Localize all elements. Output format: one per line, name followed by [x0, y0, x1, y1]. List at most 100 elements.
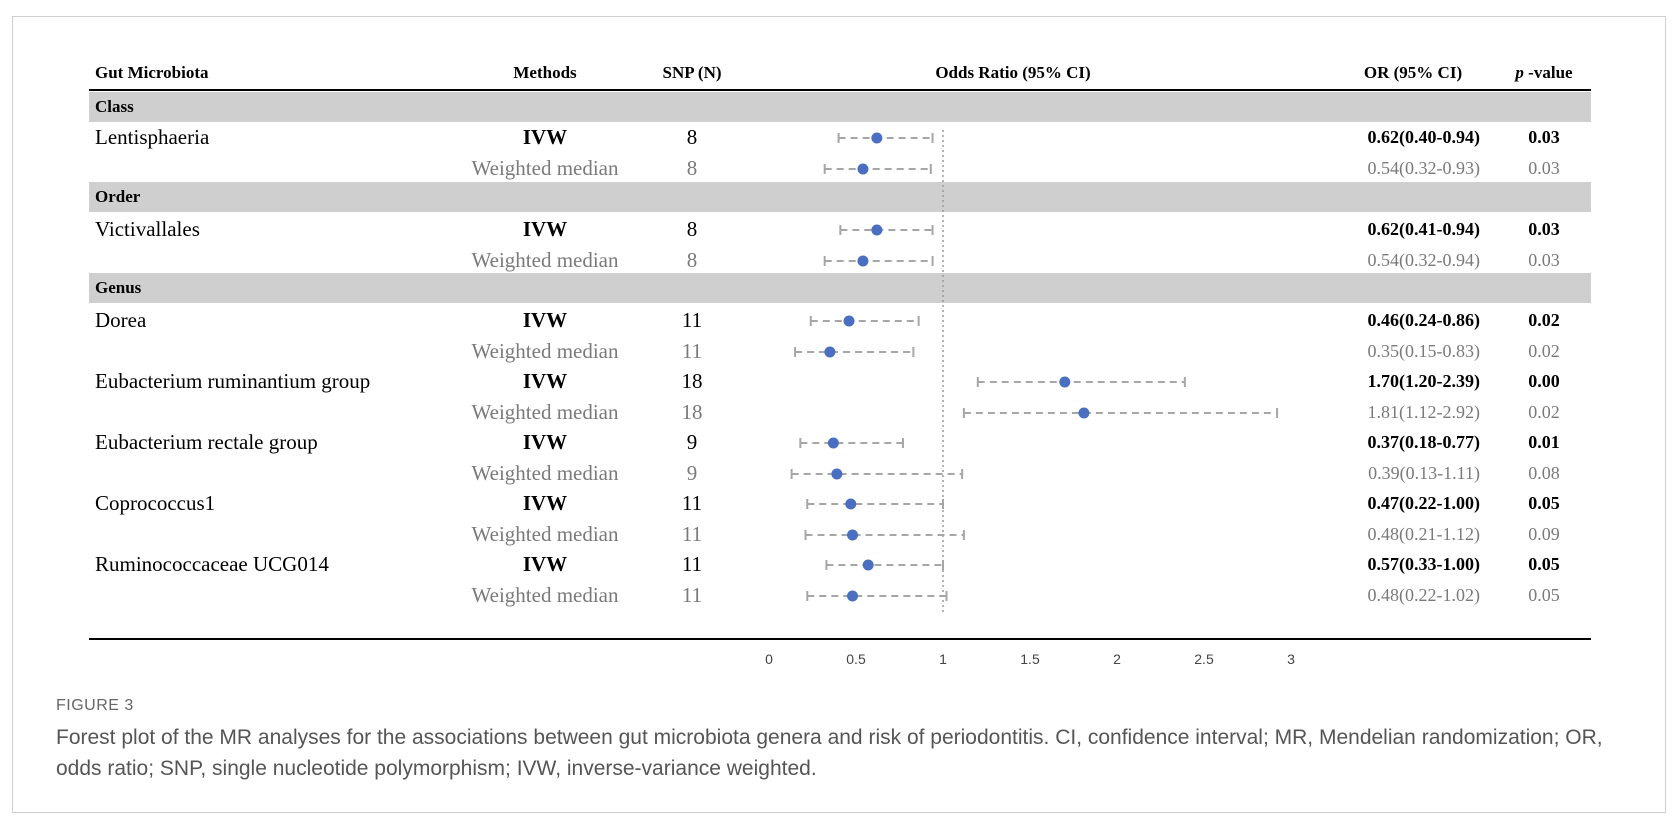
- band-genus: Genus: [89, 273, 1591, 303]
- or-point: [857, 255, 869, 267]
- method-label: Weighted median: [471, 248, 619, 272]
- header-rule: [89, 89, 1591, 91]
- method-label: IVW: [522, 217, 568, 241]
- p-value: 0.03: [1528, 219, 1560, 239]
- band-class: Class: [89, 92, 1591, 122]
- header-gut-microbiota: Gut Microbiota: [95, 63, 209, 82]
- p-value: 0.02: [1528, 341, 1560, 361]
- taxon-label: Ruminococcaceae UCG014: [95, 552, 329, 576]
- x-tick-label: 0.5: [846, 651, 866, 667]
- method-label: IVW: [522, 369, 568, 393]
- or-point: [847, 529, 859, 541]
- snp-count: 11: [681, 339, 703, 363]
- method-label: IVW: [522, 491, 568, 515]
- method-label: Weighted median: [471, 461, 619, 485]
- p-value: 0.00: [1528, 371, 1560, 391]
- taxon-label: Victivallales: [95, 217, 200, 241]
- header-methods: Methods: [513, 63, 577, 82]
- taxon-label: Eubacterium ruminantium group: [95, 369, 371, 393]
- band-label-class: Class: [95, 97, 134, 116]
- or-ci-text: 0.35(0.15-0.83): [1367, 341, 1480, 361]
- taxon-label: Coprococcus1: [95, 491, 216, 515]
- bottom-rule: [89, 638, 1591, 640]
- method-label: IVW: [522, 308, 568, 332]
- snp-count: 11: [681, 308, 703, 332]
- snp-count: 8: [686, 248, 698, 272]
- or-ci-text: 0.48(0.21-1.12): [1367, 524, 1480, 544]
- x-tick-label: 1.5: [1020, 651, 1040, 667]
- method-label: IVW: [522, 125, 568, 149]
- or-ci-text: 1.81(1.12-2.92): [1367, 402, 1480, 422]
- or-ci-text: 0.62(0.41-0.94): [1367, 219, 1480, 239]
- method-label: Weighted median: [471, 583, 619, 607]
- x-tick-label: 1: [939, 651, 947, 667]
- or-point: [843, 315, 855, 327]
- or-point: [1059, 376, 1071, 388]
- p-value: 0.01: [1528, 432, 1560, 452]
- method-label: Weighted median: [471, 522, 619, 546]
- snp-count: 9: [686, 461, 698, 485]
- taxon-label: Dorea: [95, 308, 147, 332]
- or-point: [1078, 407, 1090, 419]
- figure-caption: Forest plot of the MR analyses for the a…: [56, 726, 1603, 780]
- band-label-genus: Genus: [95, 278, 142, 297]
- p-value: 0.02: [1528, 310, 1560, 330]
- snp-count: 8: [686, 125, 698, 149]
- p-value: 0.09: [1528, 524, 1560, 544]
- header-p-value: p -value: [1515, 63, 1572, 83]
- band-order: Order: [89, 182, 1591, 212]
- or-point: [871, 224, 883, 236]
- method-label: Weighted median: [471, 400, 619, 424]
- p-value: 0.08: [1528, 463, 1560, 483]
- p-value: 0.03: [1528, 158, 1560, 178]
- or-ci-text: 0.48(0.22-1.02): [1367, 585, 1480, 605]
- or-ci-text: 0.57(0.33-1.00): [1367, 554, 1480, 574]
- or-ci-text: 1.70(1.20-2.39): [1367, 371, 1480, 391]
- header-odds-ratio: Odds Ratio (95% CI): [935, 63, 1091, 82]
- or-point: [827, 437, 839, 449]
- or-point: [845, 498, 857, 510]
- header-p-italic: p: [1515, 63, 1524, 82]
- figure-frame: [12, 16, 1666, 813]
- or-point: [824, 346, 836, 358]
- x-tick-label: 2: [1113, 651, 1121, 667]
- x-tick-label: 2.5: [1194, 651, 1214, 667]
- or-ci-text: 0.37(0.18-0.77): [1367, 432, 1480, 452]
- forest-plot: [790, 130, 1279, 612]
- taxon-label: Eubacterium rectale group: [95, 430, 318, 454]
- figure-label: FIGURE 3: [56, 697, 134, 714]
- snp-count: 8: [686, 217, 698, 241]
- forest-table: Gut Microbiota Methods SNP (N) Odds Rati…: [89, 63, 1591, 667]
- p-value: 0.05: [1528, 585, 1560, 605]
- method-label: Weighted median: [471, 156, 619, 180]
- or-ci-text: 0.54(0.32-0.93): [1367, 158, 1480, 178]
- snp-count: 8: [686, 156, 698, 180]
- or-point: [847, 590, 859, 602]
- p-value: 0.03: [1528, 127, 1560, 147]
- or-point: [857, 163, 869, 175]
- x-tick-label: 3: [1287, 651, 1295, 667]
- x-tick-label: 0: [765, 651, 773, 667]
- or-ci-text: 0.54(0.32-0.94): [1367, 250, 1480, 270]
- or-ci-text: 0.39(0.13-1.11): [1368, 463, 1480, 483]
- method-label: Weighted median: [471, 339, 619, 363]
- p-value: 0.02: [1528, 402, 1560, 422]
- or-point: [862, 559, 874, 571]
- method-label: IVW: [522, 430, 568, 454]
- snp-count: 11: [681, 491, 703, 515]
- snp-count: 18: [681, 369, 703, 393]
- taxon-label: Lentisphaeria: [95, 125, 210, 149]
- snp-count: 11: [681, 552, 703, 576]
- or-ci-text: 0.47(0.22-1.00): [1367, 493, 1480, 513]
- p-value: 0.05: [1528, 493, 1560, 513]
- p-value: 0.03: [1528, 250, 1560, 270]
- snp-count: 18: [681, 400, 703, 424]
- or-ci-text: 0.62(0.40-0.94): [1367, 127, 1480, 147]
- header-p-rest: -value: [1523, 63, 1573, 82]
- or-point: [871, 132, 883, 144]
- snp-count: 9: [686, 430, 698, 454]
- snp-count: 11: [681, 583, 703, 607]
- header-or-ci: OR (95% CI): [1363, 63, 1463, 82]
- method-label: IVW: [522, 552, 568, 576]
- p-value: 0.05: [1528, 554, 1560, 574]
